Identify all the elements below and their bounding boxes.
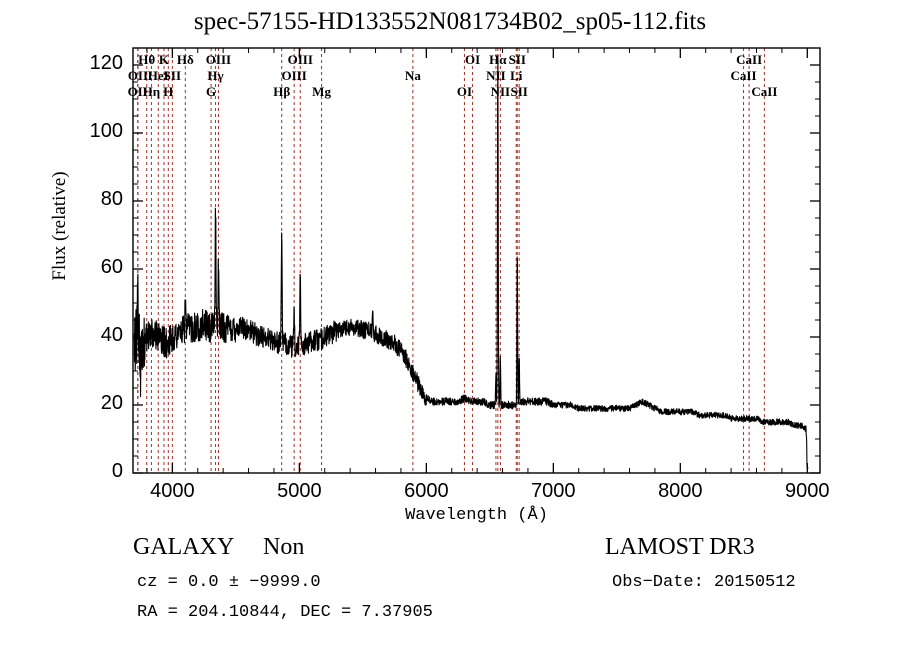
x-tick-5000: 5000 <box>277 480 322 502</box>
y-tick-100: 100 <box>89 120 123 142</box>
plot-border <box>132 47 821 474</box>
line-label-H: H <box>163 84 174 99</box>
line-label-OI: OI <box>464 52 481 67</box>
coordinates: RA = 204.10844, DEC = 7.37905 <box>137 603 433 622</box>
line-label-SII: SII <box>163 68 182 83</box>
line-label-Mg: Mg <box>312 84 331 99</box>
y-tick-60: 60 <box>100 256 123 278</box>
axes-frame <box>132 47 821 474</box>
x-axis-label: Wavelength (Å) <box>405 506 548 525</box>
line-label-CaII: CaII <box>751 84 778 99</box>
line-label-Hδ: Hδ <box>176 52 194 67</box>
x-tick-7000: 7000 <box>531 480 576 502</box>
line-label-CaII: CaII <box>736 52 763 67</box>
line-label-OII: OII <box>127 68 149 83</box>
line-label-NII: NII <box>490 84 511 99</box>
y-tick-40: 40 <box>100 324 123 346</box>
y-tick-120: 120 <box>89 52 123 74</box>
spectrum-trace <box>133 56 809 469</box>
x-tick-6000: 6000 <box>404 480 449 502</box>
line-label-Hη: Hη <box>142 84 161 99</box>
line-label-Hα: Hα <box>489 52 507 67</box>
object-subclass: Non <box>263 534 305 560</box>
obs-date: Obs−Date: 20150512 <box>612 573 796 592</box>
line-label-SII: SII <box>508 52 526 67</box>
line-label-HeI: HeI <box>147 68 169 83</box>
x-tick-8000: 8000 <box>658 480 703 502</box>
line-label-K: K <box>158 52 170 67</box>
line-label-OII: OII <box>127 84 148 99</box>
y-tick-80: 80 <box>100 188 123 210</box>
line-label-Li: Li <box>510 68 523 83</box>
line-label-Na: Na <box>404 68 421 83</box>
page-title: spec-57155-HD133552N081734B02_sp05-112.f… <box>193 8 707 35</box>
line-marker-group <box>137 48 765 473</box>
line-label-Hβ: Hβ <box>273 84 291 99</box>
line-label-CaII: CaII <box>730 68 757 83</box>
survey-name: LAMOST DR3 <box>605 534 755 560</box>
cz-value: cz = 0.0 ± −9999.0 <box>137 573 321 592</box>
line-label-OI: OI <box>456 84 473 99</box>
line-label-G: G <box>206 84 217 99</box>
line-label-OIII: OIII <box>287 52 313 67</box>
line-label-Hθ: Hθ <box>138 52 156 67</box>
object-class: GALAXY <box>133 534 235 560</box>
y-tick-20: 20 <box>100 392 123 414</box>
line-label-OIII: OIII <box>281 68 307 83</box>
line-label-NII: NII <box>486 68 506 83</box>
line-label-SII: SII <box>510 84 528 99</box>
x-tick-4000: 4000 <box>150 480 195 502</box>
x-tick-9000: 9000 <box>785 480 830 502</box>
line-label-OIII: OIII <box>205 52 232 67</box>
line-label-Hγ: Hγ <box>207 68 224 83</box>
y-tick-0: 0 <box>111 460 123 482</box>
